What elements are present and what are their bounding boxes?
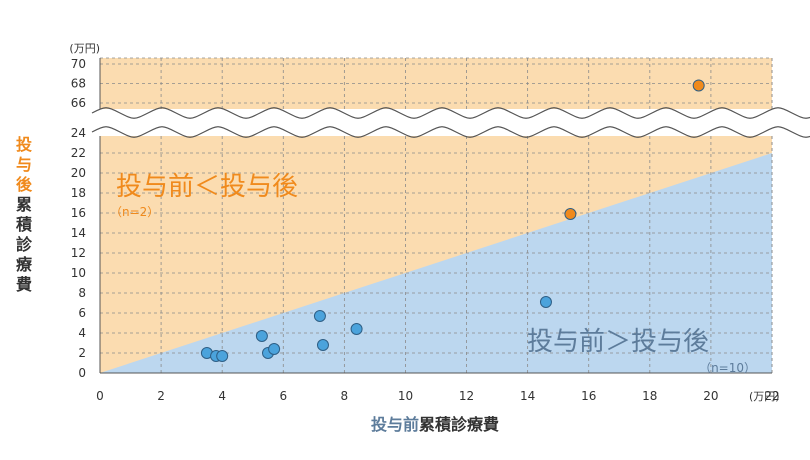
y-tick-label: 66 <box>71 96 86 110</box>
x-tick-label: 12 <box>459 389 474 403</box>
plot-area <box>99 57 773 374</box>
data-point <box>268 343 281 355</box>
y-tick-label: 2 <box>78 346 86 360</box>
y-axis-title-char: 診 <box>16 235 33 254</box>
data-point <box>313 310 326 322</box>
data-point <box>350 323 363 335</box>
axis-break-wave-top <box>91 107 810 119</box>
y-axis-title-char: 費 <box>16 275 32 294</box>
axis-break <box>91 107 810 138</box>
region-label-upper: 投与前＜投与後 <box>116 172 298 202</box>
x-tick-label: 2 <box>157 389 165 403</box>
y-tick-label: 10 <box>71 266 86 280</box>
y-tick-label: 22 <box>71 146 86 160</box>
y-tick-label: 24 <box>71 126 86 140</box>
x-axis-title-highlight: 投与前 <box>371 415 419 434</box>
y-unit-label: (万円) <box>69 42 100 55</box>
data-point <box>316 339 329 351</box>
y-tick-label: 20 <box>71 166 86 180</box>
data-points <box>200 79 705 362</box>
y-tick-label: 4 <box>78 326 86 340</box>
x-tick-label: 18 <box>642 389 657 403</box>
y-axis-title-char: 後 <box>16 175 33 194</box>
x-tick-label: 8 <box>341 389 349 403</box>
y-tick-label: 8 <box>78 286 86 300</box>
y-axis-title-char: 累 <box>16 195 32 214</box>
y-axis-title-char: 積 <box>15 215 33 234</box>
tick-labels: 0 2 4 6 8 10 12 14 16 18 20 22024681012141618202224… <box>71 57 780 403</box>
region-lower-fill <box>100 153 772 373</box>
y-tick-label: 14 <box>71 226 86 240</box>
axis-break-wave-bottom <box>91 126 810 138</box>
x-tick-label: 10 <box>398 389 413 403</box>
x-tick-label: 16 <box>581 389 596 403</box>
region-label-lower: 投与前＞投与後 <box>527 327 709 357</box>
x-axis-title-rest: 累積診療費 <box>419 415 499 434</box>
x-tick-label: 22 <box>764 389 779 403</box>
x-tick-label: 20 <box>703 389 718 403</box>
x-tick-label: 14 <box>520 389 535 403</box>
data-point <box>564 208 577 220</box>
data-point <box>216 350 229 362</box>
y-axis-title-char: 投 <box>16 135 32 154</box>
y-axis-title: 投 与 後 累 積 診 療 費 <box>15 135 33 294</box>
y-tick-label: 18 <box>71 186 86 200</box>
y-tick-label: 16 <box>71 206 86 220</box>
y-tick-label: 68 <box>71 77 86 91</box>
x-tick-label: 4 <box>218 389 226 403</box>
x-axis-title: 投与前累積診療費 <box>371 415 499 434</box>
data-point <box>539 296 552 308</box>
y-tick-label: 0 <box>78 366 86 380</box>
x-tick-label: 6 <box>279 389 287 403</box>
region-count-upper: （n=2） <box>110 205 159 219</box>
y-axis-title-char: 与 <box>16 155 32 174</box>
data-point <box>692 79 705 92</box>
axis-break-band <box>92 109 780 136</box>
y-tick-label: 70 <box>71 57 86 71</box>
y-axis-title-char: 療 <box>16 255 33 274</box>
y-tick-label: 12 <box>71 246 86 260</box>
y-tick-label: 6 <box>78 306 86 320</box>
x-unit-label: (万円) <box>749 390 780 403</box>
region-count-lower: （n=10） <box>699 361 756 375</box>
data-point <box>255 330 268 342</box>
x-tick-label: 0 <box>96 389 104 403</box>
